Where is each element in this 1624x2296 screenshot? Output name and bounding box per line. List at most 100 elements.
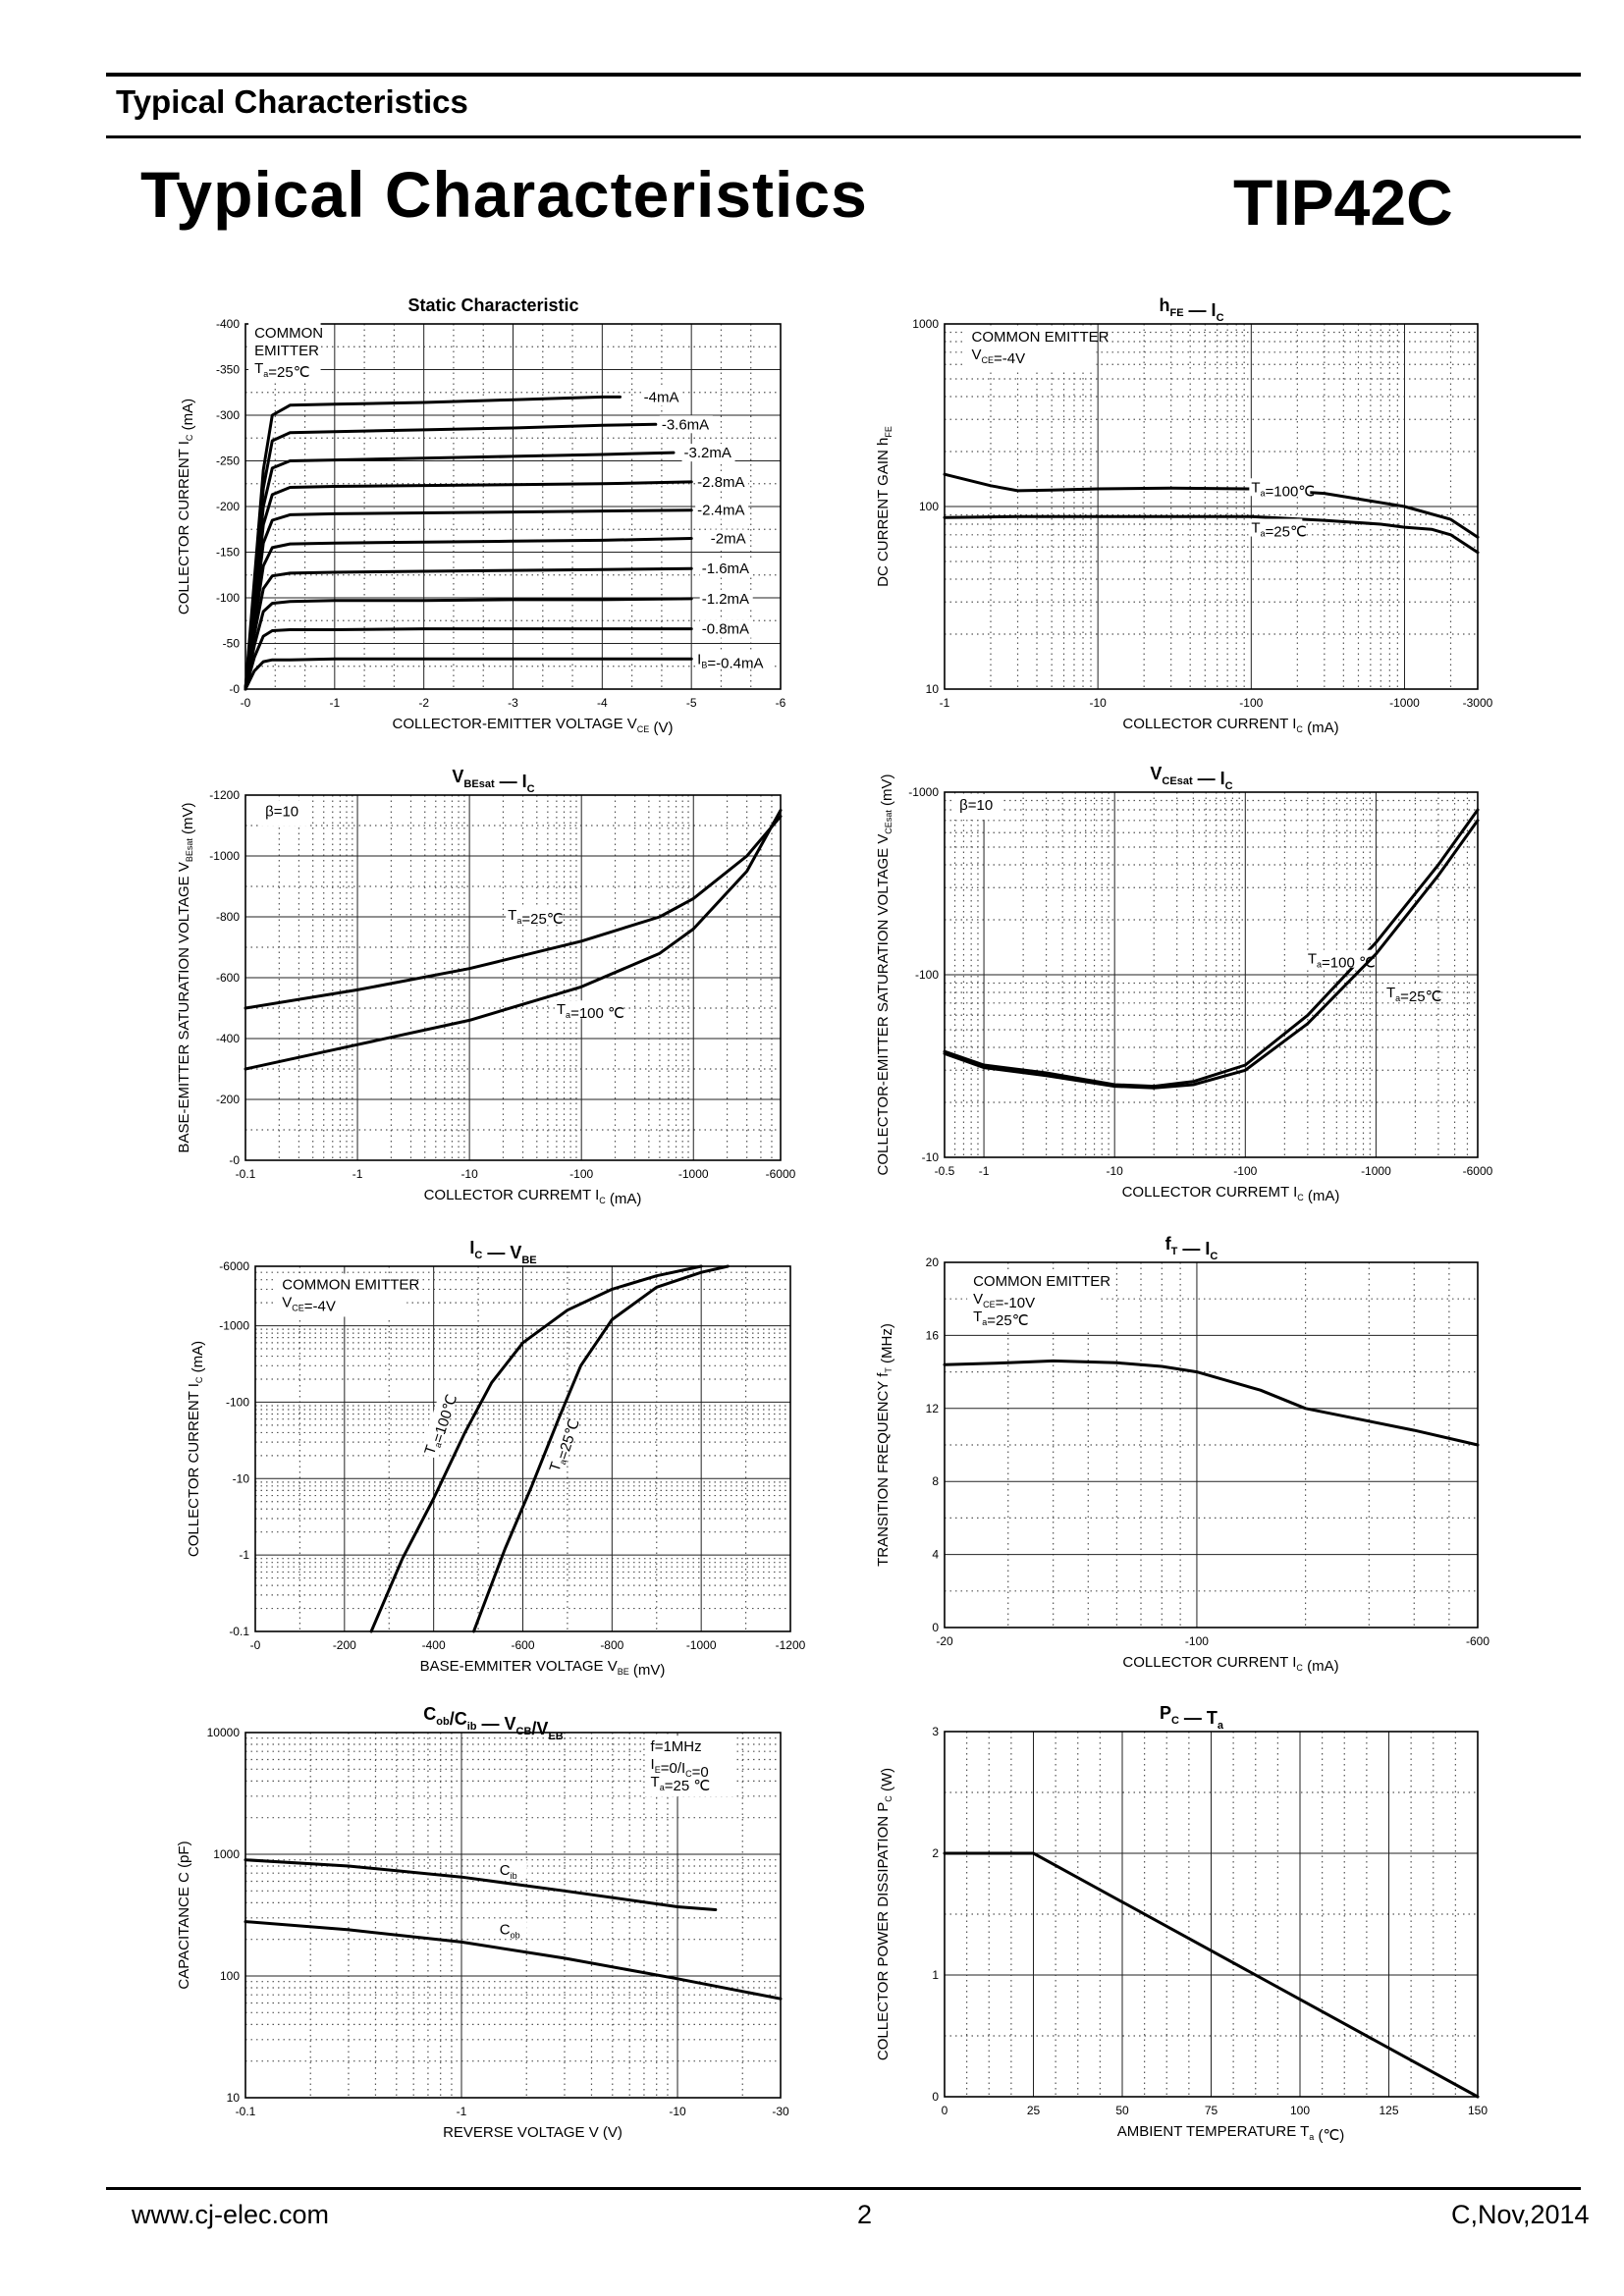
chart-ic-vbe: -0 -200 -400 -600 -800 -1000 -1200 -0.1 -1 -10 -10… [186,1238,806,1679]
y-tick-label: 8 [932,1474,939,1488]
series-label-background [497,1860,527,1879]
annotation-background [644,1735,734,1797]
series-line [244,597,693,691]
series-label-background [554,1000,623,1019]
minor-grid [245,324,781,689]
y-tick-label: -150 [216,546,240,560]
minor-grid [255,1266,790,1631]
y-tick-label: -0 [229,1153,240,1167]
header-bottom-rule [106,135,1581,138]
x-tick-label: -1200 [776,1638,806,1652]
series-label-background [419,1395,457,1459]
x-tick-label: -1000 [1389,696,1420,710]
annotation-text: COMMON EMITTER [973,1273,1110,1290]
series-line [244,815,783,1010]
series-label-background [695,501,749,519]
chart-title: Static Characteristic [407,295,578,315]
series-label: IB=-0.4mA [697,651,763,671]
y-tick-label: 10000 [207,1726,241,1739]
plot-frame [254,1265,791,1632]
annotation-text: VCE=-4V [971,347,1025,367]
series-label: Ta=100℃ [1251,479,1315,500]
x-tick-label: 50 [1115,2104,1129,2117]
y-tick-label: -800 [216,910,240,924]
annotation-text: COMMON EMITTER [282,1276,419,1293]
x-axis-label: COLLECTOR CURREMT IC (mA) [424,1187,642,1207]
y-tick-label: -10 [922,1150,940,1164]
chart-title: PC — Ta [1160,1703,1224,1732]
x-tick-label: 0 [942,2104,948,2117]
y-tick-label: -100 [915,968,939,982]
x-tick-label: -0 [241,696,251,710]
y-axis-label: COLLECTOR CURRENT IC (mA) [186,1341,206,1557]
y-tick-label: 1 [932,1968,939,1982]
x-tick-label: -1000 [1361,1164,1391,1178]
chart-pc-ta: 0 25 50 75 100 125 150 0 1 2 3 PC — Ta AMBIENT TEMPE… [875,1703,1488,2144]
footer-rule [106,2187,1581,2190]
footer-revision: C,Nov,2014 [1451,2200,1590,2229]
annotation-background [259,800,307,827]
series-line [244,422,658,691]
x-tick-label: -400 [422,1638,446,1652]
y-tick-label: 0 [932,1621,939,1634]
series-label: -1.2mA [702,591,749,608]
series-line [244,566,693,691]
annotation-background [248,321,321,383]
series-label-background [641,388,679,406]
part-number: TIP42C [1233,166,1453,239]
chart-title: VCEsat — IC [1150,764,1232,792]
x-tick-label: -100 [1185,1634,1209,1648]
x-tick-label: -100 [569,1167,593,1181]
y-tick-label: 1000 [912,317,939,331]
header-title: Typical Characteristics [116,83,468,120]
x-tick-label: -0 [250,1638,261,1652]
y-tick-label: -300 [216,408,240,422]
annotation-text: β=10 [959,797,993,814]
y-tick-label: -1000 [908,785,939,799]
series-line [244,809,783,1071]
plot-frame [244,323,782,690]
series-label: Ta=25℃ [546,1415,582,1474]
series-line [244,480,693,691]
y-tick-label: 100 [220,1969,240,1983]
x-axis-label: BASE-EMMITER VOLTAGE VBE (mV) [420,1658,666,1679]
chart-capacitance: -0.1 -1 -10 -30 10 100 1000 10000 Cob/Cib — VCB/… [176,1704,789,2141]
x-tick-label: -6 [776,696,786,710]
y-tick-label: 16 [926,1328,940,1342]
y-tick-label: -0 [229,682,240,696]
chart-vcesat: -0.5 -1 -10 -100 -1000 -6000 -10 -100 -1000 VCEsa… [875,764,1493,1204]
x-tick-label: -100 [1233,1164,1257,1178]
annotation-text: VCE=-10V [973,1291,1035,1311]
chart-title: IC — VBE [469,1238,536,1266]
annotation-text: β=10 [265,804,298,821]
series-line [244,627,693,691]
series-label: Ta=25℃ [1386,985,1441,1005]
annotation-text: Ta=25 ℃ [651,1774,711,1794]
x-axis-label: COLLECTOR CURRENT IC (mA) [1122,1654,1338,1675]
series-line [244,1858,718,1911]
y-tick-label: -600 [216,971,240,985]
series-label: Ta=100℃ [421,1391,460,1458]
series-label-background [1383,984,1437,1002]
x-tick-label: -20 [936,1634,953,1648]
x-tick-label: -6000 [766,1167,796,1181]
series-label-background [699,619,753,638]
chart-title: fT — IC [1165,1234,1218,1262]
series-label: -0.8mA [702,621,749,638]
plot-frame [944,791,1479,1158]
series-line [943,514,1480,555]
chart-title: VBEsat — IC [452,767,534,795]
chart-ft: -20 -100 -600 0 4 8 12 16 20 fT — IC COLLECTOR CUR… [875,1234,1489,1675]
y-tick-label: -400 [216,317,240,331]
x-axis-label: COLLECTOR CURREMT IC (mA) [1122,1184,1340,1204]
annotation-text: Ta=25℃ [254,360,309,381]
x-tick-label: 125 [1379,2104,1398,2117]
series-label: -1.6mA [702,561,749,577]
x-tick-label: -2 [418,696,429,710]
series-line [943,1359,1480,1447]
y-tick-label: -50 [223,637,241,651]
y-tick-label: 1000 [213,1847,240,1861]
y-tick-label: -10 [233,1471,250,1485]
chart-title: Cob/Cib — VCB/VEB [423,1704,563,1742]
y-tick-label: -250 [216,454,240,468]
